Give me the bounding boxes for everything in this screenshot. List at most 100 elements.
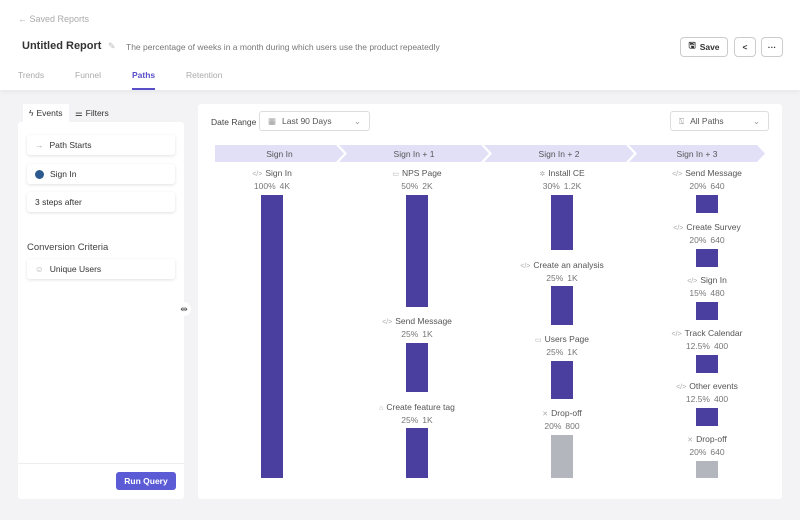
node-name: Create an analysis: [533, 260, 604, 270]
tab-retention[interactable]: Retention: [186, 70, 223, 80]
user-icon: ☺: [35, 264, 44, 274]
chevron-down-icon: ⌄: [353, 115, 361, 126]
node-name: Drop-off: [696, 434, 727, 444]
start-event-label: Sign In: [50, 169, 77, 179]
page-icon: ▭: [392, 171, 399, 178]
path-node-bar[interactable]: [696, 249, 718, 267]
resize-handle-icon[interactable]: ⇹: [177, 302, 191, 316]
tag-icon: ⌂: [379, 405, 384, 412]
event-dot-icon: [35, 169, 44, 179]
node-name: Create feature tag: [386, 402, 455, 412]
path-node-label[interactable]: ✕ Drop-off: [637, 434, 777, 444]
code-icon: </>: [672, 171, 683, 178]
node-percent: 20%: [689, 181, 707, 191]
tab-events-label: Events: [36, 108, 63, 118]
path-node-label[interactable]: </> Track Calendar: [637, 328, 777, 338]
node-percent: 100%: [253, 181, 276, 191]
path-node-bar[interactable]: [696, 355, 718, 373]
path-node-bar[interactable]: [406, 195, 428, 307]
path-node-stats: 30% 1.2K: [492, 181, 632, 191]
step-header: Sign In + 3: [629, 145, 765, 162]
tab-trends[interactable]: Trends: [18, 70, 45, 80]
path-node-label[interactable]: </> Send Message: [637, 168, 777, 178]
code-icon: </>: [382, 319, 393, 326]
paths-filter-select[interactable]: ⍂ All Paths ⌄: [670, 111, 769, 131]
path-node-label[interactable]: ⌂ Create feature tag: [347, 402, 487, 412]
date-range-value: Last 90 Days: [282, 116, 332, 126]
steps-after-label: 3 steps after: [35, 197, 82, 207]
node-name: Create Survey: [686, 222, 741, 232]
path-node-bar[interactable]: [551, 195, 573, 250]
node-percent: 50%: [401, 181, 419, 191]
path-starts-label: Path Starts: [49, 140, 92, 150]
path-node-bar[interactable]: [551, 286, 573, 325]
save-label: Save: [699, 42, 720, 52]
conversion-criteria-title: Conversion Criteria: [27, 242, 109, 253]
path-node-bar[interactable]: [696, 408, 718, 426]
pencil-icon[interactable]: ✎: [108, 41, 116, 51]
node-count: 480: [710, 288, 725, 298]
node-percent: 12.5%: [685, 341, 710, 351]
code-icon: </>: [676, 384, 687, 391]
path-node-bar[interactable]: [406, 343, 428, 392]
share-button[interactable]: <: [734, 37, 756, 57]
node-percent: 20%: [689, 447, 707, 457]
path-node-label[interactable]: ▭ Users Page: [492, 334, 632, 344]
path-node-label[interactable]: </> Other events: [637, 381, 777, 391]
node-name: Sign In: [700, 275, 727, 285]
date-range-select[interactable]: ▦ Last 90 Days ⌄: [259, 111, 370, 131]
conversion-criteria-select[interactable]: ☺ Unique Users: [27, 259, 175, 279]
gear-icon: ✲: [539, 171, 546, 178]
back-label: Saved Reports: [29, 14, 90, 24]
divider: [18, 463, 184, 464]
path-node-label[interactable]: </> Sign In: [637, 275, 777, 285]
path-node-stats: 25% 1K: [492, 347, 632, 357]
path-node-bar[interactable]: [406, 428, 428, 478]
path-node-label[interactable]: </> Create an analysis: [492, 260, 632, 270]
path-node-stats: 100% 4K: [202, 181, 342, 191]
path-node-bar[interactable]: [551, 361, 573, 399]
tab-filters-label: Filters: [85, 108, 109, 118]
path-node-label[interactable]: </> Sign In: [202, 168, 342, 178]
path-node-stats: 12.5% 400: [637, 394, 777, 404]
run-query-button[interactable]: Run Query: [116, 472, 176, 490]
node-count: 640: [710, 447, 725, 457]
path-node-bar[interactable]: [696, 302, 718, 320]
path-node-bar[interactable]: [696, 195, 718, 213]
node-count: 4K: [279, 181, 291, 191]
node-name: Track Calendar: [684, 328, 743, 338]
sliders-icon: ⚌: [75, 107, 83, 118]
path-starts-select[interactable]: → Path Starts: [27, 135, 175, 155]
path-node-label[interactable]: </> Send Message: [347, 316, 487, 326]
tab-paths[interactable]: Paths: [132, 70, 156, 90]
lightning-icon: ϟ: [29, 108, 34, 118]
tab-events[interactable]: ϟ Events: [23, 104, 69, 122]
code-icon: </>: [252, 171, 263, 178]
node-percent: 12.5%: [685, 394, 710, 404]
dropoff-bar[interactable]: [696, 461, 718, 478]
path-node-label[interactable]: ✲ Install CE: [492, 168, 632, 178]
start-event-select[interactable]: Sign In: [27, 164, 175, 184]
path-node-stats: 50% 2K: [347, 181, 487, 191]
node-percent: 25%: [401, 329, 419, 339]
save-button[interactable]: 🖫 Save: [680, 37, 728, 57]
back-link[interactable]: ← Saved Reports: [18, 14, 89, 24]
code-icon: </>: [671, 331, 682, 338]
path-node-label[interactable]: </> Create Survey: [637, 222, 777, 232]
path-node-label[interactable]: ✕ Drop-off: [492, 408, 632, 418]
path-node-bar[interactable]: [261, 195, 283, 478]
node-name: Drop-off: [551, 408, 582, 418]
tab-funnel[interactable]: Funnel: [75, 70, 101, 80]
node-count: 400: [713, 394, 729, 404]
dropoff-bar[interactable]: [551, 435, 573, 478]
code-icon: </>: [687, 278, 698, 285]
page-title: Untitled Report: [22, 40, 102, 52]
path-node-label[interactable]: ▭ NPS Page: [347, 168, 487, 178]
step-header: Sign In: [215, 145, 344, 162]
tab-filters[interactable]: ⚌ Filters: [69, 104, 115, 122]
node-count: 400: [713, 341, 729, 351]
steps-after-select[interactable]: 3 steps after: [27, 192, 175, 212]
node-percent: 15%: [689, 288, 707, 298]
path-node-stats: 20% 640: [637, 447, 777, 457]
more-button[interactable]: ···: [761, 37, 783, 57]
